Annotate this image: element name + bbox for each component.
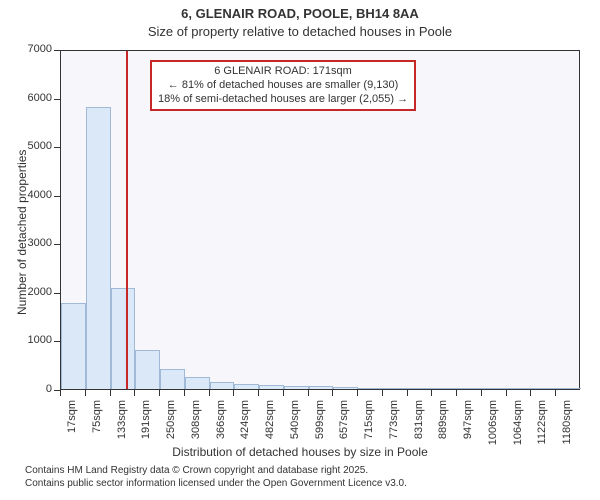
x-tick-label: 308sqm: [190, 400, 202, 450]
x-tick-label: 250sqm: [165, 400, 177, 450]
x-tick-label: 889sqm: [437, 400, 449, 450]
histogram-bar: [507, 388, 532, 389]
x-tick-mark: [555, 390, 556, 396]
x-tick-mark: [110, 390, 111, 396]
y-tick-label: 4000: [28, 189, 52, 201]
histogram-bar: [408, 388, 433, 389]
x-tick-mark: [431, 390, 432, 396]
x-tick-label: 1180sqm: [561, 400, 573, 450]
x-tick-mark: [357, 390, 358, 396]
histogram-bar: [284, 386, 309, 389]
y-tick-label: 0: [46, 383, 52, 395]
x-tick-label: 17sqm: [66, 400, 78, 450]
x-tick-mark: [456, 390, 457, 396]
y-tick-label: 1000: [28, 334, 52, 346]
x-tick-label: 773sqm: [388, 400, 400, 450]
y-tick-mark: [54, 50, 60, 51]
x-tick-mark: [134, 390, 135, 396]
credit-line-1: Contains HM Land Registry data © Crown c…: [25, 465, 407, 478]
histogram-bar: [259, 385, 284, 389]
property-marker-line: [126, 51, 128, 389]
x-tick-mark: [159, 390, 160, 396]
x-tick-mark: [283, 390, 284, 396]
histogram-bar: [135, 350, 160, 389]
x-tick-mark: [209, 390, 210, 396]
y-tick-label: 2000: [28, 286, 52, 298]
credit-line-2: Contains public sector information licen…: [25, 478, 407, 491]
y-tick-mark: [54, 293, 60, 294]
x-tick-label: 191sqm: [140, 400, 152, 450]
chart-title: 6, GLENAIR ROAD, POOLE, BH14 8AA: [0, 6, 600, 21]
histogram-bar: [160, 369, 185, 389]
histogram-bar: [531, 388, 556, 389]
x-tick-label: 599sqm: [314, 400, 326, 450]
annotation-line-1: 6 GLENAIR ROAD: 171sqm: [158, 65, 408, 79]
y-tick-mark: [54, 99, 60, 100]
annotation-line-3: 18% of semi-detached houses are larger (…: [158, 93, 408, 107]
histogram-bar: [111, 288, 136, 389]
x-tick-mark: [530, 390, 531, 396]
x-tick-label: 366sqm: [215, 400, 227, 450]
x-tick-label: 715sqm: [363, 400, 375, 450]
y-tick-mark: [54, 341, 60, 342]
y-tick-mark: [54, 196, 60, 197]
y-tick-label: 5000: [28, 140, 52, 152]
histogram-bar: [185, 377, 210, 389]
y-tick-mark: [54, 244, 60, 245]
x-tick-mark: [332, 390, 333, 396]
x-tick-label: 133sqm: [116, 400, 128, 450]
x-tick-mark: [407, 390, 408, 396]
histogram-bar: [482, 388, 507, 389]
histogram-bar: [210, 382, 235, 389]
x-tick-label: 831sqm: [413, 400, 425, 450]
y-tick-label: 6000: [28, 92, 52, 104]
x-tick-mark: [308, 390, 309, 396]
x-tick-label: 1006sqm: [487, 400, 499, 450]
x-tick-mark: [233, 390, 234, 396]
x-tick-mark: [258, 390, 259, 396]
histogram-bar: [383, 388, 408, 389]
histogram-bar: [556, 388, 581, 389]
histogram-bar: [333, 387, 358, 389]
y-tick-label: 3000: [28, 237, 52, 249]
y-tick-mark: [54, 147, 60, 148]
annotation-box: 6 GLENAIR ROAD: 171sqm ← 81% of detached…: [150, 60, 416, 111]
x-tick-mark: [506, 390, 507, 396]
histogram-bar: [457, 388, 482, 389]
histogram-bar: [86, 107, 111, 389]
x-tick-mark: [85, 390, 86, 396]
x-tick-label: 947sqm: [462, 400, 474, 450]
x-tick-mark: [184, 390, 185, 396]
histogram-bar: [358, 388, 383, 389]
histogram-bar: [309, 386, 334, 389]
x-tick-mark: [60, 390, 61, 396]
chart-subtitle: Size of property relative to detached ho…: [0, 24, 600, 39]
x-tick-mark: [481, 390, 482, 396]
x-tick-label: 1064sqm: [512, 400, 524, 450]
histogram-bar: [234, 384, 259, 389]
y-tick-label: 7000: [28, 43, 52, 55]
credits: Contains HM Land Registry data © Crown c…: [25, 465, 407, 490]
x-tick-label: 424sqm: [239, 400, 251, 450]
histogram-bar: [432, 388, 457, 389]
x-tick-mark: [382, 390, 383, 396]
annotation-line-2: ← 81% of detached houses are smaller (9,…: [158, 79, 408, 93]
x-tick-label: 657sqm: [338, 400, 350, 450]
x-tick-label: 482sqm: [264, 400, 276, 450]
histogram-bar: [61, 303, 86, 389]
x-tick-label: 75sqm: [91, 400, 103, 450]
x-tick-label: 540sqm: [289, 400, 301, 450]
x-tick-label: 1122sqm: [536, 400, 548, 450]
